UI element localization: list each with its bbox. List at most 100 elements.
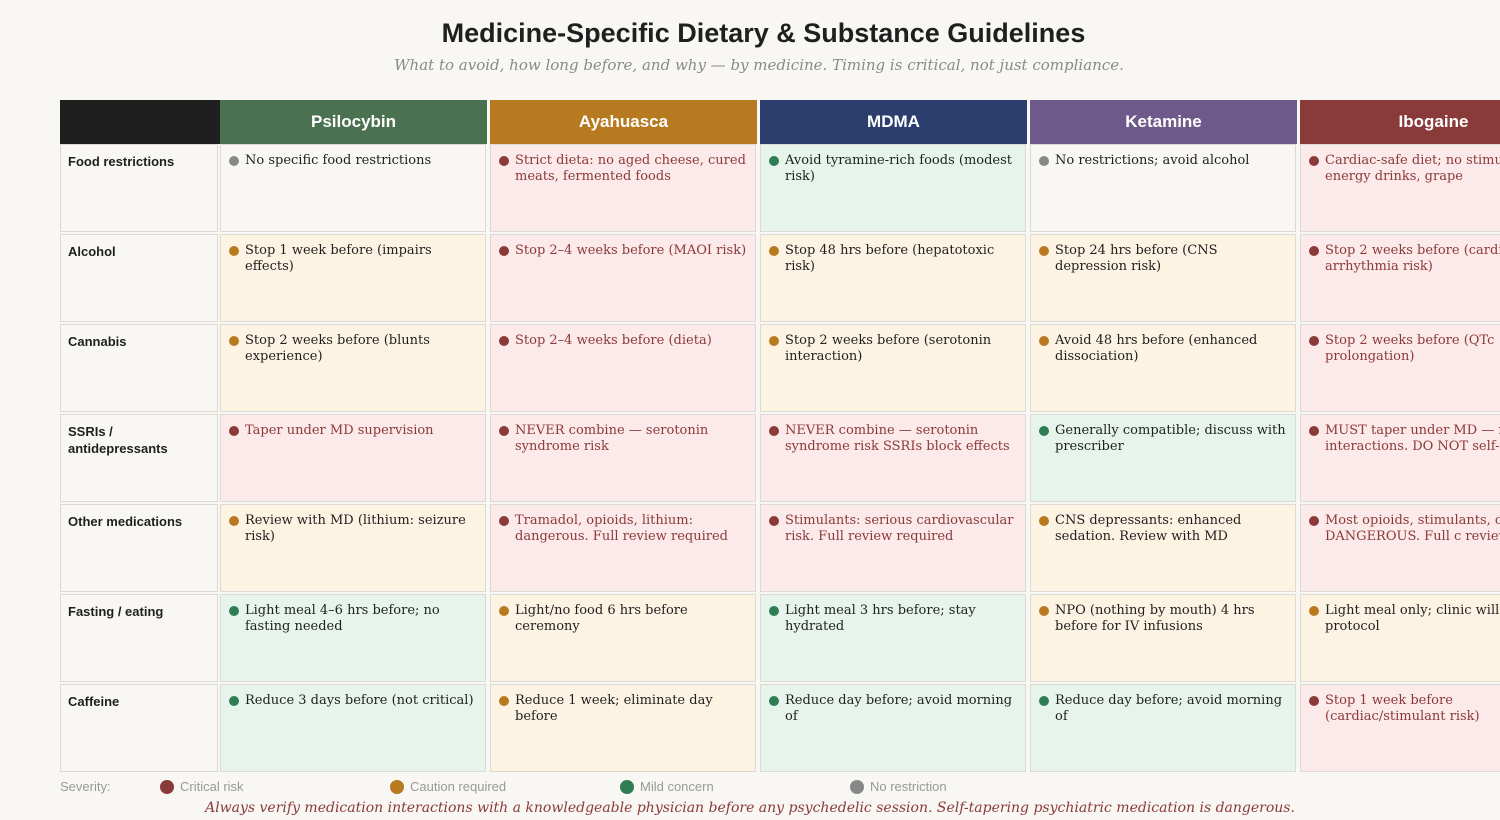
table-cell: Stop 2 weeks before (blunts experience) (220, 324, 486, 412)
caution-severity-dot-icon (229, 336, 239, 346)
table-cell: Stop 2 weeks before (cardi arrhythmia ri… (1300, 234, 1500, 322)
table-cell: Review with MD (lithium: seizure risk) (220, 504, 486, 592)
cell-text: Stop 2–4 weeks before (dieta) (515, 333, 712, 348)
cell-text: Review with MD (lithium: seizure risk) (245, 513, 466, 544)
table-cell: Avoid tyramine-rich foods (modest risk) (760, 144, 1026, 232)
cell-text: Light meal 3 hrs before; stay hydrated (785, 603, 976, 634)
cell-text: No specific food restrictions (245, 153, 432, 168)
mild-dot-icon (620, 780, 634, 794)
cell-text: Strict dieta: no aged cheese, cured meat… (515, 153, 746, 184)
cell-text: Stop 24 hrs before (CNS depression risk) (1055, 243, 1218, 274)
table-cell: Light/no food 6 hrs before ceremony (490, 594, 756, 682)
critical-dot-icon (160, 780, 174, 794)
footnote: Always verify medication interactions wi… (205, 800, 1295, 816)
table-cell: Reduce day before; avoid morning of (760, 684, 1026, 772)
table-cell: Reduce 1 week; eliminate day before (490, 684, 756, 772)
cell-text: Reduce 3 days before (not critical) (245, 693, 474, 708)
table-cell: NEVER combine — serotonin syndrome risk (490, 414, 756, 502)
row-label: Fasting / eating (60, 594, 218, 682)
page-subtitle: What to avoid, how long before, and why … (394, 56, 1124, 74)
table-cell: Light meal only; clinic will specific pr… (1300, 594, 1500, 682)
critical-severity-dot-icon (1309, 246, 1319, 256)
critical-severity-dot-icon (769, 426, 779, 436)
legend-item-label: No restriction (870, 779, 947, 794)
mild-severity-dot-icon (1039, 426, 1049, 436)
legend-item-mild: Mild concern (620, 779, 714, 795)
table-cell: Tramadol, opioids, lithium: dangerous. F… (490, 504, 756, 592)
cell-text: Most opioids, stimulants, c meds: DANGER… (1325, 513, 1500, 544)
mild-severity-dot-icon (769, 696, 779, 706)
legend-item-label: Caution required (410, 779, 507, 794)
cell-text: Stop 2 weeks before (blunts experience) (245, 333, 430, 364)
mild-severity-dot-icon (229, 606, 239, 616)
cell-text: Tramadol, opioids, lithium: dangerous. F… (515, 513, 729, 544)
header-corner (60, 100, 220, 144)
table-cell: Reduce day before; avoid morning of (1030, 684, 1296, 772)
table-cell: No specific food restrictions (220, 144, 486, 232)
cell-text: Stop 2 weeks before (QTc prolongation) (1325, 333, 1495, 364)
cell-text: Light meal only; clinic will specific pr… (1325, 603, 1500, 634)
column-header-ketamine: Ketamine (1030, 100, 1297, 144)
legend-item-none: No restriction (850, 779, 947, 795)
page-title: Medicine-Specific Dietary & Substance Gu… (441, 18, 1086, 48)
legend-item-label: Critical risk (180, 779, 244, 794)
table-cell: MUST taper under MD — r interactions. DO… (1300, 414, 1500, 502)
critical-severity-dot-icon (1309, 426, 1319, 436)
critical-severity-dot-icon (499, 426, 509, 436)
critical-severity-dot-icon (1309, 156, 1319, 166)
table-cell: Reduce 3 days before (not critical) (220, 684, 486, 772)
table-cell: Strict dieta: no aged cheese, cured meat… (490, 144, 756, 232)
caution-severity-dot-icon (769, 246, 779, 256)
table-cell: Light meal 4–6 hrs before; no fasting ne… (220, 594, 486, 682)
table-cell: Generally compatible; discuss with presc… (1030, 414, 1296, 502)
table-cell: Most opioids, stimulants, c meds: DANGER… (1300, 504, 1500, 592)
caution-severity-dot-icon (229, 516, 239, 526)
critical-severity-dot-icon (499, 246, 509, 256)
cell-text: Stop 1 week before (cardiac/stimulant ri… (1325, 693, 1480, 724)
caution-dot-icon (390, 780, 404, 794)
cell-text: Stop 2–4 weeks before (MAOI risk) (515, 243, 747, 258)
table-cell: No restrictions; avoid alcohol (1030, 144, 1296, 232)
table-cell: Stop 2 weeks before (serotonin interacti… (760, 324, 1026, 412)
table-cell: Cardiac-safe diet; no stimu foods, energ… (1300, 144, 1500, 232)
caution-severity-dot-icon (1039, 516, 1049, 526)
table-cell: Stop 24 hrs before (CNS depression risk) (1030, 234, 1296, 322)
cell-text: MUST taper under MD — r interactions. DO… (1325, 423, 1500, 454)
legend-item-caution: Caution required (390, 779, 506, 795)
critical-severity-dot-icon (1309, 696, 1319, 706)
legend-item-label: Mild concern (640, 779, 714, 794)
critical-severity-dot-icon (1309, 516, 1319, 526)
table-cell: NEVER combine — serotonin syndrome risk … (760, 414, 1026, 502)
legend-label: Severity: (60, 779, 111, 794)
cell-text: NEVER combine — serotonin syndrome risk … (785, 423, 1010, 454)
row-label: Caffeine (60, 684, 218, 772)
caution-severity-dot-icon (229, 246, 239, 256)
cell-text: No restrictions; avoid alcohol (1055, 153, 1250, 168)
caution-severity-dot-icon (499, 606, 509, 616)
cell-text: NEVER combine — serotonin syndrome risk (515, 423, 709, 454)
caution-severity-dot-icon (1039, 336, 1049, 346)
cell-text: Light meal 4–6 hrs before; no fasting ne… (245, 603, 440, 634)
table-cell: Stop 2–4 weeks before (dieta) (490, 324, 756, 412)
cell-text: Stop 2 weeks before (serotonin interacti… (785, 333, 992, 364)
cell-text: Stimulants: serious cardiovascular risk.… (785, 513, 1014, 544)
caution-severity-dot-icon (499, 696, 509, 706)
caution-severity-dot-icon (769, 336, 779, 346)
mild-severity-dot-icon (769, 606, 779, 616)
none-severity-dot-icon (229, 156, 239, 166)
cell-text: Generally compatible; discuss with presc… (1055, 423, 1286, 454)
table-cell: NPO (nothing by mouth) 4 hrs before for … (1030, 594, 1296, 682)
column-header-psilocybin: Psilocybin (220, 100, 487, 144)
cell-text: Light/no food 6 hrs before ceremony (515, 603, 688, 634)
table-cell: Taper under MD supervision (220, 414, 486, 502)
cell-text: Stop 1 week before (impairs effects) (245, 243, 432, 274)
critical-severity-dot-icon (499, 336, 509, 346)
row-label: SSRIs / antidepressants (60, 414, 218, 502)
caution-severity-dot-icon (1039, 246, 1049, 256)
table-cell: Stop 48 hrs before (hepatotoxic risk) (760, 234, 1026, 322)
table-cell: Stop 1 week before (impairs effects) (220, 234, 486, 322)
cell-text: Reduce day before; avoid morning of (785, 693, 1013, 724)
cell-text: NPO (nothing by mouth) 4 hrs before for … (1055, 603, 1255, 634)
cell-text: Avoid 48 hrs before (enhanced dissociati… (1055, 333, 1258, 364)
mild-severity-dot-icon (1039, 696, 1049, 706)
